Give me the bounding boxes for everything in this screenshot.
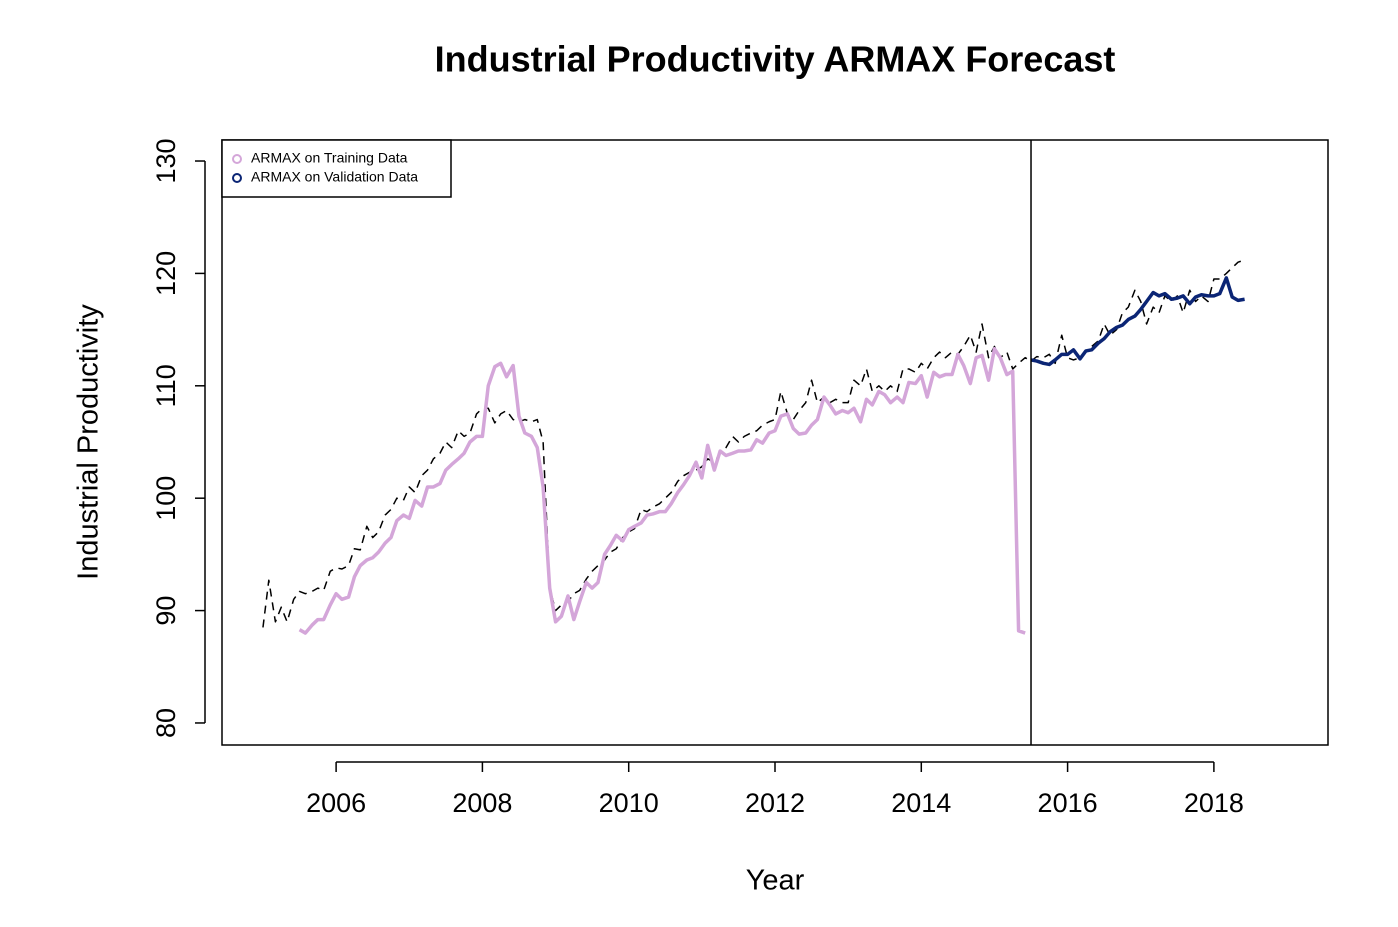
series-line <box>1030 276 1245 367</box>
x-tick-label: 2014 <box>891 788 951 818</box>
legend: ARMAX on Training Data ARMAX on Validatio… <box>221 139 452 198</box>
legend-marker <box>232 173 242 183</box>
chart-title: Industrial Productivity ARMAX Forecast <box>435 39 1116 80</box>
x-tick-label: 2016 <box>1038 788 1098 818</box>
legend-box <box>221 139 452 198</box>
y-axis-label: Industrial Productivity <box>73 304 105 580</box>
legend-label: ARMAX on Validation Data <box>251 169 418 185</box>
x-tick-label: 2018 <box>1184 788 1244 818</box>
x-tick-label: 2008 <box>452 788 512 818</box>
legend-marker <box>232 154 242 164</box>
series-line <box>262 259 1245 628</box>
legend-label: ARMAX on Training Data <box>251 150 408 166</box>
y-tick-label: 100 <box>151 476 181 521</box>
y-tick-label: 130 <box>151 138 181 183</box>
y-tick-label: 90 <box>151 596 181 626</box>
plot-frame <box>221 139 1329 746</box>
x-axis-label: Year <box>746 865 805 897</box>
series-line <box>298 346 1026 635</box>
y-tick-label: 120 <box>151 251 181 296</box>
x-tick-label: 2010 <box>599 788 659 818</box>
y-tick-label: 110 <box>151 364 181 407</box>
x-tick-label: 2012 <box>745 788 805 818</box>
x-tick-label: 2006 <box>306 788 366 818</box>
y-tick-label: 80 <box>151 708 181 738</box>
